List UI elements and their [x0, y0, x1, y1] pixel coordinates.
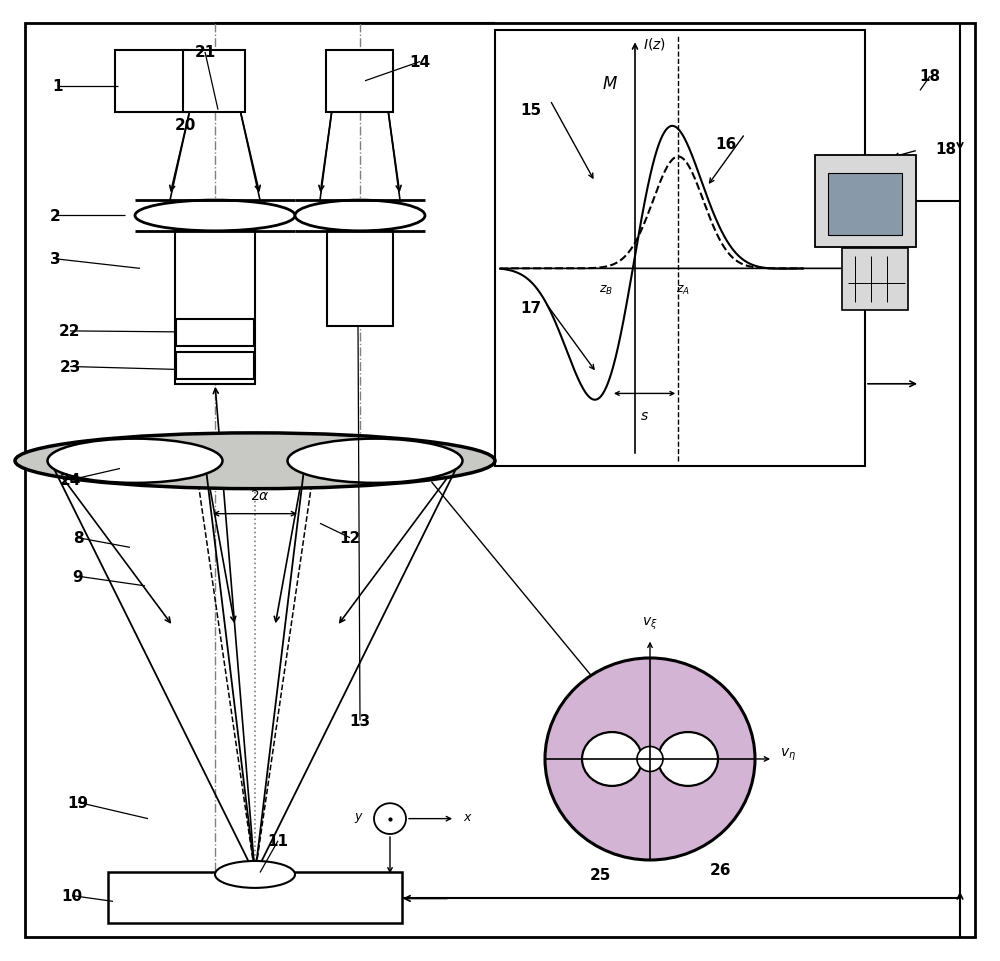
Text: 9: 9	[73, 569, 83, 584]
FancyBboxPatch shape	[176, 320, 254, 347]
Text: $x$: $x$	[463, 810, 473, 824]
Ellipse shape	[135, 201, 295, 232]
Text: 21: 21	[194, 45, 216, 61]
Ellipse shape	[288, 439, 462, 483]
Text: 12: 12	[339, 530, 361, 546]
Circle shape	[545, 658, 755, 860]
Circle shape	[637, 747, 663, 772]
FancyBboxPatch shape	[326, 51, 393, 112]
Ellipse shape	[295, 201, 425, 232]
Text: 10: 10	[61, 888, 83, 903]
Text: $M$: $M$	[602, 75, 618, 92]
Text: 18: 18	[919, 69, 941, 85]
Text: $z$: $z$	[386, 886, 394, 899]
Text: $y$: $y$	[354, 810, 364, 824]
Circle shape	[374, 803, 406, 834]
Text: $2\alpha$: $2\alpha$	[250, 488, 270, 503]
FancyBboxPatch shape	[115, 51, 187, 112]
Text: $s$: $s$	[640, 408, 649, 423]
Text: 20: 20	[174, 117, 196, 133]
Text: 23: 23	[59, 359, 81, 375]
Text: 2: 2	[50, 209, 60, 224]
FancyBboxPatch shape	[828, 174, 902, 235]
Text: $z_B$: $z_B$	[599, 283, 613, 297]
FancyBboxPatch shape	[815, 156, 916, 248]
Polygon shape	[327, 232, 393, 327]
Text: $v_\eta$: $v_\eta$	[780, 747, 796, 762]
Text: 11: 11	[268, 833, 288, 849]
Text: 15: 15	[520, 104, 541, 118]
FancyBboxPatch shape	[183, 51, 245, 112]
Ellipse shape	[48, 439, 222, 483]
Text: 19: 19	[67, 795, 89, 810]
Text: 25: 25	[590, 868, 611, 882]
Ellipse shape	[215, 861, 295, 888]
FancyBboxPatch shape	[108, 873, 402, 923]
Ellipse shape	[582, 732, 642, 786]
Text: $I(z)$: $I(z)$	[643, 36, 666, 52]
Text: 1: 1	[53, 79, 63, 94]
Text: 22: 22	[59, 324, 81, 339]
FancyBboxPatch shape	[842, 249, 908, 310]
Text: 26: 26	[710, 863, 732, 877]
Polygon shape	[175, 232, 255, 384]
Text: 13: 13	[349, 713, 371, 728]
Text: 18: 18	[935, 142, 956, 157]
Text: 24: 24	[59, 473, 81, 488]
Text: $z$: $z$	[849, 241, 860, 259]
Text: $v_\xi$: $v_\xi$	[642, 615, 658, 631]
Text: 3: 3	[50, 252, 60, 267]
Text: 8: 8	[73, 530, 83, 546]
Text: $z_A$: $z_A$	[676, 283, 690, 297]
Text: 17: 17	[520, 301, 541, 315]
Ellipse shape	[658, 732, 718, 786]
Text: 14: 14	[409, 55, 431, 70]
Text: 16: 16	[715, 137, 736, 152]
Ellipse shape	[15, 433, 495, 489]
FancyBboxPatch shape	[176, 353, 254, 380]
